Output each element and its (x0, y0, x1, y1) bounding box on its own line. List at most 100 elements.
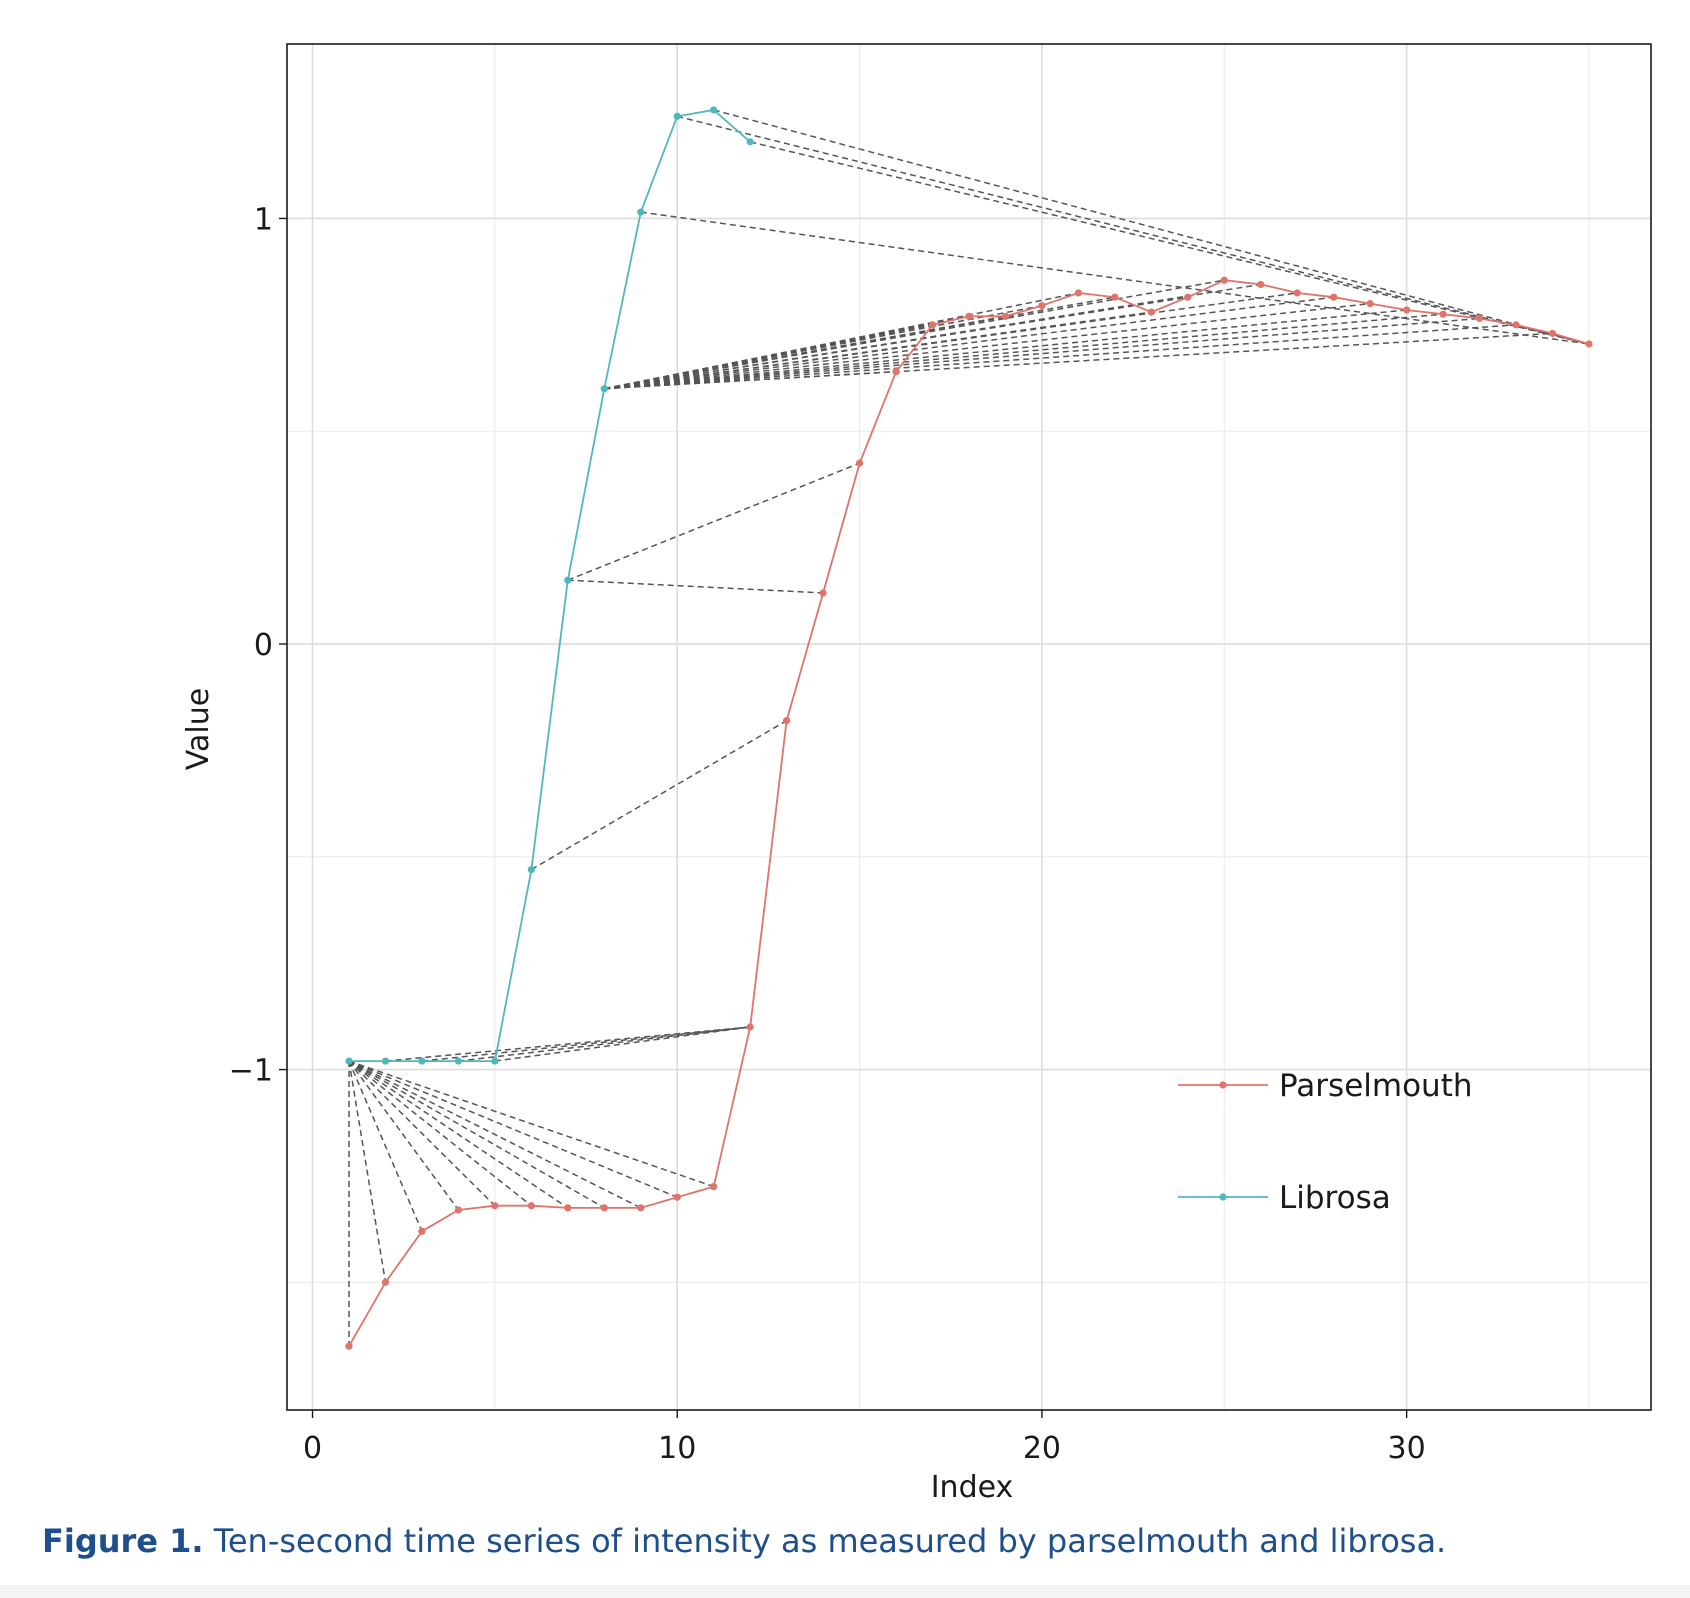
parselmouth-data-point (564, 1204, 572, 1212)
y-tick-label: 0 (254, 628, 273, 663)
alignment-link (677, 115, 1590, 345)
librosa-data-point (710, 106, 718, 114)
y-tick-label: 1 (254, 202, 273, 237)
parselmouth-data-point (1512, 321, 1520, 329)
alignment-link (604, 309, 1407, 390)
librosa-data-point (454, 1057, 463, 1065)
alignment-link (604, 317, 1480, 390)
parselmouth-data-point (783, 717, 791, 725)
alignment-link (567, 462, 860, 581)
alignment-link (348, 1060, 496, 1207)
caption-label: Figure 1. (42, 1522, 204, 1560)
series-lines (348, 109, 1590, 1347)
alignment-link (604, 283, 1261, 390)
alignment-link (348, 1060, 460, 1211)
y-tick-label: −1 (229, 1054, 273, 1089)
alignment-link (458, 1026, 751, 1062)
parselmouth-data-point (673, 1193, 681, 1201)
alignment-link (604, 292, 1298, 390)
caption-text: Ten-second time series of intensity as m… (213, 1522, 1447, 1560)
alignment-link (494, 1026, 751, 1062)
alignment-link (604, 313, 1444, 390)
parselmouth-data-point (491, 1202, 499, 1210)
parselmouth-data-point (1111, 293, 1119, 301)
alignment-link (604, 296, 1116, 390)
parselmouth-data-point (1184, 293, 1192, 301)
librosa-legend-label: Librosa (1279, 1180, 1391, 1216)
alignment-link (604, 279, 1225, 390)
alignment-link (750, 141, 1590, 345)
x-tick-label: 10 (658, 1431, 696, 1466)
alignment-link (604, 302, 1371, 390)
parselmouth-data-point (1001, 312, 1010, 320)
alignment-link (604, 292, 1079, 390)
librosa-series-line (349, 109, 751, 1062)
parselmouth-data-point (1403, 306, 1411, 314)
parselmouth-data-point (1293, 289, 1301, 297)
x-tick-label: 20 (1023, 1431, 1061, 1466)
y-axis-title: Value (181, 688, 216, 770)
alignment-link (713, 109, 1590, 345)
alignment-link (604, 332, 1553, 390)
bottom-band (0, 1585, 1690, 1598)
figure-caption: Figure 1. Ten-second time series of inte… (42, 1522, 1662, 1560)
parselmouth-data-point (1475, 314, 1484, 323)
librosa-data-point (527, 865, 535, 874)
parselmouth-data-point (855, 459, 864, 467)
alignment-link (348, 1060, 387, 1283)
librosa-data-point (381, 1057, 390, 1065)
parselmouth-data-point (1439, 310, 1447, 318)
x-tick-label: 30 (1388, 1431, 1426, 1466)
legend: Parselmouth Librosa (1178, 1068, 1473, 1216)
parselmouth-data-point (819, 589, 827, 597)
parselmouth-data-point (965, 312, 973, 320)
parselmouth-data-point (637, 1204, 645, 1212)
grid-minor (287, 44, 1651, 1410)
parselmouth-data-point (454, 1206, 463, 1214)
parselmouth-data-point (1330, 293, 1338, 301)
librosa-legend-key-point (1219, 1193, 1227, 1201)
x-axis-title: Index (931, 1470, 1014, 1505)
alignment-link (348, 1060, 423, 1232)
librosa-data-point (673, 112, 681, 120)
alignment-link (348, 1060, 605, 1209)
parselmouth-data-point (1548, 329, 1557, 337)
parselmouth-data-point (710, 1182, 718, 1191)
alignment-link (421, 1026, 751, 1062)
librosa-data-point (418, 1057, 426, 1065)
parselmouth-data-point (892, 368, 900, 376)
alignment-link (530, 719, 788, 871)
parselmouth-legend-key-point (1219, 1081, 1227, 1089)
alignment-link (348, 1060, 714, 1188)
parselmouth-data-point (1220, 276, 1228, 284)
parselmouth-legend-label: Parselmouth (1279, 1068, 1473, 1104)
alignment-links (348, 109, 1590, 1347)
alignment-link (348, 1060, 532, 1207)
librosa-data-point (345, 1057, 353, 1065)
librosa-data-point (491, 1057, 499, 1065)
alignment-link (604, 324, 1517, 390)
parselmouth-data-point (600, 1204, 608, 1212)
series-points (345, 106, 1593, 1350)
parselmouth-data-point (345, 1342, 353, 1350)
parselmouth-data-point (1038, 302, 1046, 310)
librosa-data-point (564, 576, 572, 584)
parselmouth-data-point (1074, 289, 1083, 297)
alignment-link (604, 296, 1334, 390)
x-tick-label: 0 (303, 1431, 322, 1466)
y-axis-ticks: −1 0 1 (229, 202, 287, 1089)
x-axis-ticks: 0 10 20 30 (303, 1410, 1426, 1466)
librosa-data-point (746, 138, 754, 146)
parselmouth-data-point (1257, 280, 1265, 289)
parselmouth-data-point (1147, 308, 1155, 316)
alignment-link (348, 1060, 642, 1209)
librosa-data-point (600, 385, 608, 393)
parselmouth-data-point (928, 321, 937, 329)
alignment-link (348, 1060, 569, 1209)
plot-panel-border (286, 43, 1652, 1411)
alignment-link (567, 579, 824, 594)
grid-major (287, 44, 1651, 1410)
parselmouth-data-point (1585, 340, 1593, 348)
librosa-data-point (637, 208, 645, 216)
